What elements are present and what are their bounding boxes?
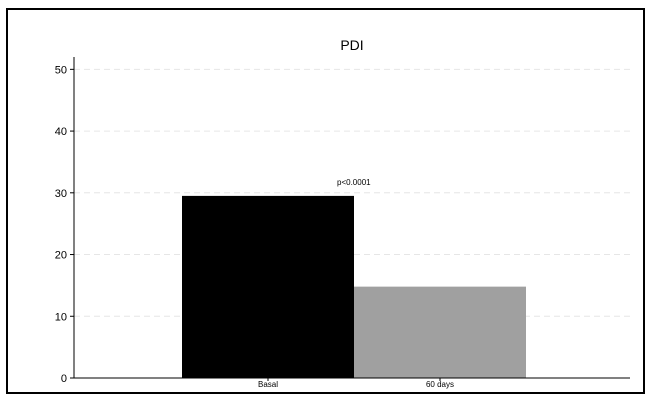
y-tick-label: 0	[61, 373, 67, 385]
y-tick-label: 50	[55, 64, 67, 76]
x-axis-ticks: Basal 60 days	[258, 378, 454, 389]
y-tick-label: 10	[55, 311, 67, 323]
bars	[182, 195, 526, 378]
bar-basal	[182, 195, 354, 378]
chart-title: PDI	[340, 37, 363, 53]
x-tick-label: 60 days	[426, 380, 454, 389]
y-tick-label: 40	[55, 126, 67, 138]
bar-60-days	[354, 286, 526, 378]
y-tick-label: 20	[55, 250, 67, 262]
p-value-annotation: p<0.0001	[337, 178, 371, 187]
y-axis-ticks: 0 10 20 30 40 50	[55, 64, 74, 385]
gridlines	[74, 68, 630, 317]
x-tick-label: Basal	[258, 380, 278, 389]
y-tick-label: 30	[55, 188, 67, 200]
